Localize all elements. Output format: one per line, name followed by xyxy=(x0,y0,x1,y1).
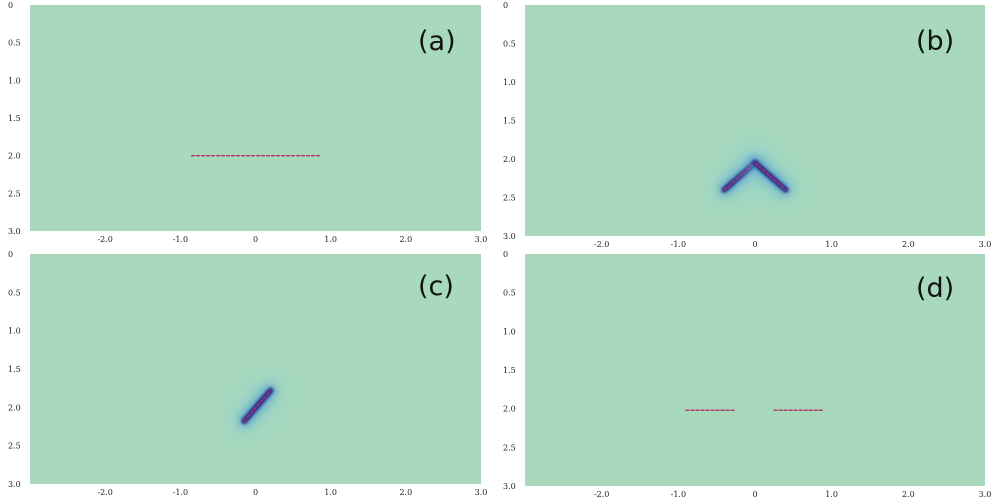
x-tick-label: 0 xyxy=(253,235,258,244)
x-tick-label: 2.0 xyxy=(399,488,412,497)
y-tick-label: 1.5 xyxy=(8,365,21,374)
y-tick-label: 0.5 xyxy=(8,39,21,48)
x-tick-label: -1.0 xyxy=(671,490,686,499)
x-tick-label: -2.0 xyxy=(594,240,609,249)
plot-area xyxy=(30,5,481,231)
x-tick-label: 2.0 xyxy=(399,235,412,244)
panel-d: 0 0.5 1.0 1.5 2.0 2.5 3.0 -2.0 -1.0 0 1.0 2.0 3.0 (d) xyxy=(503,250,991,499)
x-tick-label: -1.0 xyxy=(173,235,188,244)
y-tick-label: 1.5 xyxy=(8,114,21,123)
crack-contour xyxy=(742,149,799,203)
x-tick-label: 2.0 xyxy=(902,240,915,249)
x-tick-label: 1.0 xyxy=(324,235,337,244)
x-tick-label: 1.0 xyxy=(825,240,838,249)
y-tick-label: 0.5 xyxy=(503,40,516,49)
y-tick-label: 3.0 xyxy=(8,227,21,236)
y-tick-label: 1.0 xyxy=(8,76,21,85)
x-tick-label: 0 xyxy=(752,240,757,249)
y-tick-label: 3.0 xyxy=(8,480,21,489)
x-tick-label: 0 xyxy=(253,488,258,497)
plot-area xyxy=(525,5,985,236)
x-tick-label: -1.0 xyxy=(173,488,188,497)
y-tick-label: 2.0 xyxy=(8,152,21,161)
y-tick-label: 2.0 xyxy=(503,405,516,414)
panel-label: (c) xyxy=(418,271,454,302)
y-tick-label: 0 xyxy=(503,1,508,10)
x-tick-label: -1.0 xyxy=(671,240,686,249)
panel-label: (b) xyxy=(916,26,954,57)
x-tick-label: 3.0 xyxy=(979,490,992,499)
x-tick-label: 1.0 xyxy=(324,488,337,497)
y-tick-label: 2.5 xyxy=(503,443,516,452)
y-tick-label: 2.5 xyxy=(8,442,21,451)
x-tick-label: -2.0 xyxy=(594,490,609,499)
y-tick-label: 0 xyxy=(8,1,13,10)
y-tick-label: 1.0 xyxy=(8,327,21,336)
plot-area xyxy=(525,254,985,486)
x-tick-label: -2.0 xyxy=(97,235,112,244)
panel-label: (a) xyxy=(418,26,456,57)
y-tick-label: 1.0 xyxy=(503,78,516,87)
x-tick-label: 3.0 xyxy=(475,488,488,497)
panel-b: 0 0.5 1.0 1.5 2.0 2.5 3.0 -2.0 -1.0 0 1.0 2.0 3.0 (b) xyxy=(503,1,991,249)
y-tick-label: 2.0 xyxy=(8,403,21,412)
x-tick-label: 1.0 xyxy=(825,490,838,499)
panel-a: 0 0.5 1.0 1.5 2.0 2.5 3.0 -2.0 -1.0 0 1.0 2.0 3.0 (a) xyxy=(8,1,487,244)
y-tick-label: 1.5 xyxy=(503,117,516,126)
plot-area xyxy=(30,254,481,484)
crack-contour xyxy=(231,377,284,435)
y-tick-label: 2.0 xyxy=(503,155,516,164)
x-tick-label: 2.0 xyxy=(902,490,915,499)
y-tick-label: 0.5 xyxy=(8,288,21,297)
x-tick-label: -2.0 xyxy=(97,488,112,497)
y-tick-label: 0 xyxy=(503,250,508,259)
y-tick-label: 2.5 xyxy=(8,189,21,198)
y-tick-label: 3.0 xyxy=(503,482,516,491)
x-tick-label: 0 xyxy=(752,490,757,499)
crack-line xyxy=(243,389,272,422)
y-tick-label: 0.5 xyxy=(503,289,516,298)
y-tick-label: 0 xyxy=(8,250,13,259)
x-tick-label: 3.0 xyxy=(475,235,488,244)
panel-label: (d) xyxy=(916,273,954,304)
panel-c: 0 0.5 1.0 1.5 2.0 2.5 3.0 -2.0 -1.0 0 1.0 2.0 3.0 (c) xyxy=(8,250,487,497)
crack-line xyxy=(723,162,756,191)
y-tick-label: 3.0 xyxy=(503,232,516,241)
x-tick-label: 3.0 xyxy=(979,240,992,249)
crack-line xyxy=(754,162,787,191)
y-tick-label: 1.5 xyxy=(503,366,516,375)
y-tick-label: 1.0 xyxy=(503,327,516,336)
y-tick-label: 2.5 xyxy=(503,194,516,203)
